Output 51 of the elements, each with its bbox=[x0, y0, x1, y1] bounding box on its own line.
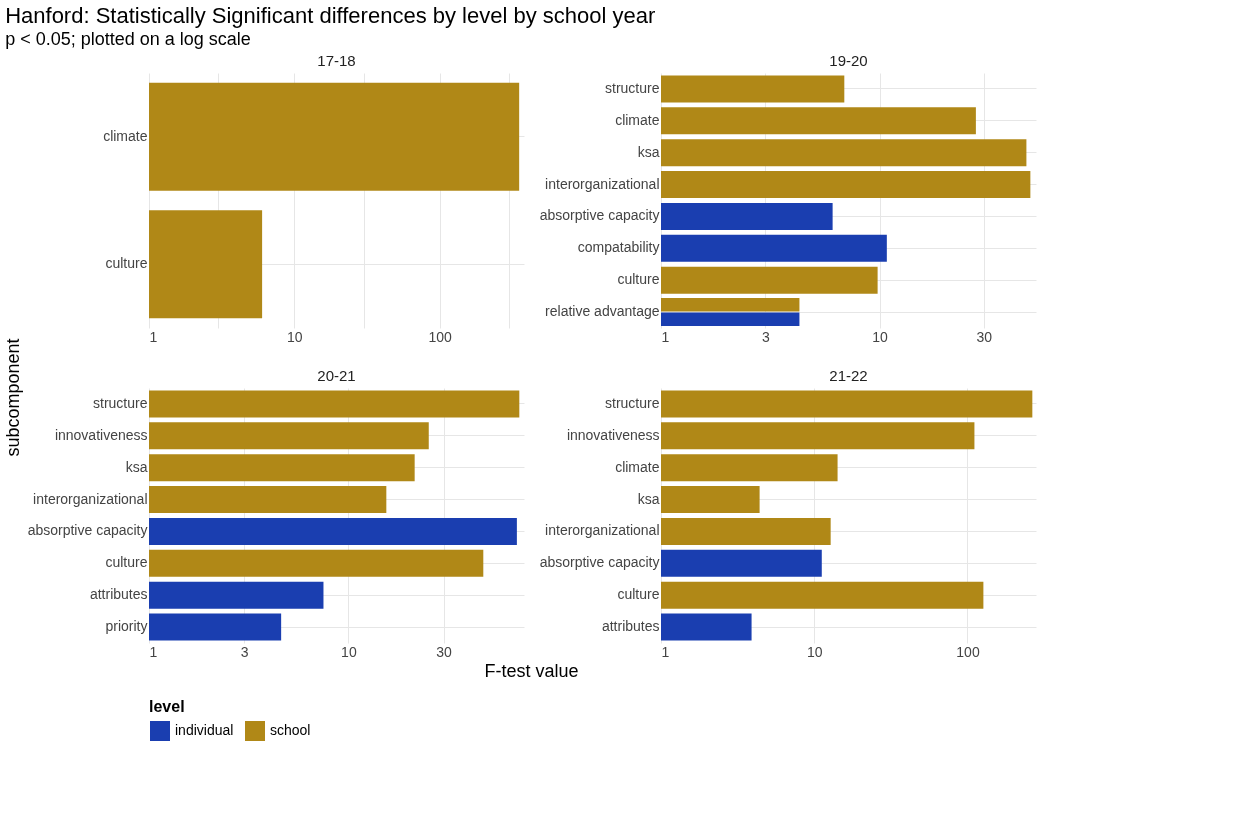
x-tick-label: 30 bbox=[976, 328, 993, 345]
text: p < 0.05; plotted on a log scale bbox=[5, 29, 251, 49]
x-tick-label: 1 bbox=[661, 328, 670, 345]
x-tick-label: 10 bbox=[806, 643, 823, 660]
y-tick-label: climate bbox=[103, 127, 148, 144]
legend-label: school bbox=[270, 722, 311, 738]
x-axis-title: F-test value bbox=[484, 661, 579, 681]
x-tick-label: 100 bbox=[956, 643, 980, 660]
y-tick-label: culture bbox=[617, 586, 660, 603]
y-tick-label: culture bbox=[105, 255, 148, 272]
y-tick-label: culture bbox=[105, 554, 148, 571]
x-tick-label: 1 bbox=[149, 643, 158, 660]
x-tick-label: 1 bbox=[661, 643, 670, 660]
y-tick-label: relative advantage bbox=[545, 303, 660, 320]
y-tick-label: culture bbox=[617, 271, 660, 288]
chart-title: 21-22 bbox=[829, 367, 868, 384]
legend-label: individual bbox=[175, 722, 234, 738]
y-tick-label: ksa bbox=[125, 458, 148, 475]
y-tick-label: ksa bbox=[637, 143, 660, 160]
x-tick-label: 10 bbox=[287, 328, 303, 345]
legend-title: level bbox=[149, 698, 185, 715]
y-tick-label: compatability bbox=[577, 239, 660, 256]
y-tick-label: attributes bbox=[601, 618, 660, 635]
x-tick-label: 3 bbox=[761, 328, 770, 345]
y-tick-label: innovativeness bbox=[54, 426, 148, 443]
chart-title: 19-20 bbox=[829, 52, 868, 69]
y-tick-label: absorptive capacity bbox=[539, 207, 660, 224]
x-tick-label: 10 bbox=[872, 328, 889, 345]
y-axis-title: subcomponent bbox=[3, 338, 24, 457]
x-tick-label: 100 bbox=[428, 328, 453, 345]
text: Hanford: Statistically Significant differences by level by school year bbox=[5, 3, 656, 28]
x-tick-label: 3 bbox=[240, 643, 249, 660]
x-tick-label: 1 bbox=[149, 328, 158, 345]
y-tick-label: absorptive capacity bbox=[539, 554, 660, 571]
y-tick-label: ksa bbox=[637, 490, 660, 507]
y-tick-label: priority bbox=[105, 618, 148, 635]
y-tick-label: interorganizational bbox=[33, 490, 148, 507]
y-tick-label: innovativeness bbox=[566, 426, 660, 443]
y-tick-label: structure bbox=[605, 79, 660, 96]
y-tick-label: structure bbox=[93, 394, 148, 411]
chart-title: 20-21 bbox=[317, 367, 356, 384]
y-tick-label: attributes bbox=[89, 586, 148, 603]
y-tick-label: structure bbox=[605, 394, 660, 411]
y-tick-label: interorganizational bbox=[545, 175, 660, 192]
x-tick-label: 10 bbox=[341, 643, 357, 660]
y-tick-label: climate bbox=[615, 111, 660, 128]
y-tick-label: climate bbox=[615, 458, 660, 475]
y-tick-label: absorptive capacity bbox=[27, 522, 148, 539]
x-tick-label: 30 bbox=[436, 643, 453, 660]
chart-title: 17-18 bbox=[317, 52, 356, 69]
y-tick-label: interorganizational bbox=[545, 522, 660, 539]
